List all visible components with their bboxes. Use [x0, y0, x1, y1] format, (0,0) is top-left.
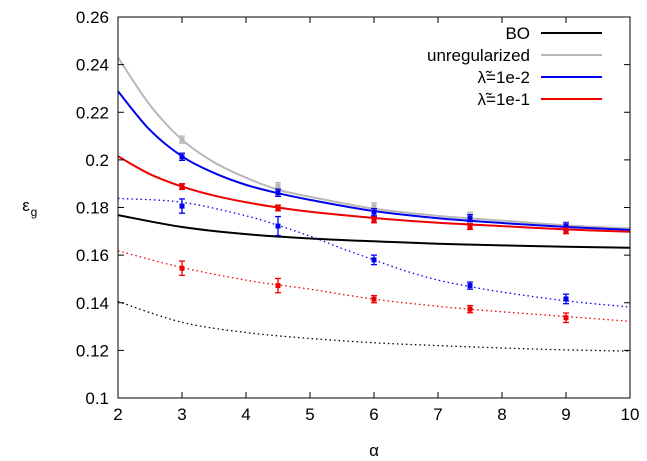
y-axis-label-sub: g — [31, 205, 38, 219]
data-point — [179, 203, 185, 209]
legend: BO unregularized λ̃=1e-2 λ̃=1e-1 — [427, 24, 602, 109]
data-point — [371, 209, 377, 215]
data-point — [467, 215, 473, 221]
y-tick-label: 0.26 — [76, 8, 109, 27]
y-tick-label: 0.18 — [76, 199, 109, 218]
x-tick-label: 7 — [433, 405, 442, 424]
data-point — [467, 283, 473, 289]
data-point — [179, 137, 185, 143]
y-tick-label: 0.16 — [76, 246, 109, 265]
y-tick-label: 0.12 — [76, 341, 109, 360]
x-axis-label: α — [369, 441, 379, 460]
data-point — [179, 154, 185, 160]
y-tick-label: 0.22 — [76, 103, 109, 122]
y-tick-label: 0.2 — [85, 151, 109, 170]
x-tick-label: 9 — [561, 405, 570, 424]
legend-label: unregularized — [427, 46, 530, 65]
data-point — [275, 190, 281, 196]
y-axis-label: ε g — [22, 196, 37, 219]
data-point — [275, 205, 281, 211]
data-point — [371, 217, 377, 223]
data-point — [179, 265, 185, 271]
x-tick-label: 2 — [113, 405, 122, 424]
x-tick-label: 10 — [621, 405, 640, 424]
y-tick-label: 0.24 — [76, 56, 109, 75]
series-line — [117, 214, 631, 249]
data-point — [275, 183, 281, 189]
legend-label: λ̃=1e-1 — [478, 90, 530, 109]
x-tick-label: 3 — [177, 405, 186, 424]
y-axis-label-main: ε — [22, 196, 30, 215]
data-point — [563, 315, 569, 321]
data-point — [563, 296, 569, 302]
y-tick-label: 0.1 — [85, 389, 109, 408]
data-point — [275, 223, 281, 229]
legend-label: BO — [505, 24, 530, 43]
data-point — [467, 224, 473, 230]
x-tick-label: 5 — [305, 405, 314, 424]
data-point — [563, 224, 569, 230]
data-point — [371, 203, 377, 209]
chart-data-points — [179, 135, 569, 324]
legend-label: λ̃=1e-2 — [478, 68, 530, 87]
data-point — [563, 228, 569, 234]
data-point — [275, 283, 281, 289]
data-point — [371, 257, 377, 263]
x-tick-label: 6 — [369, 405, 378, 424]
x-tick-label: 4 — [241, 405, 250, 424]
data-point — [467, 306, 473, 312]
axis-ticks: 2 3 4 5 6 7 8 9 10 0.1 0.12 0.14 0.16 0.18 0.2 0.22 0.24… — [76, 8, 640, 424]
x-tick-label: 8 — [497, 405, 506, 424]
dotted-series-line — [117, 197, 631, 308]
dotted-series-line — [117, 300, 631, 352]
data-point — [179, 184, 185, 190]
y-tick-label: 0.14 — [76, 294, 109, 313]
data-point — [371, 296, 377, 302]
dotted-series-line — [117, 250, 631, 322]
